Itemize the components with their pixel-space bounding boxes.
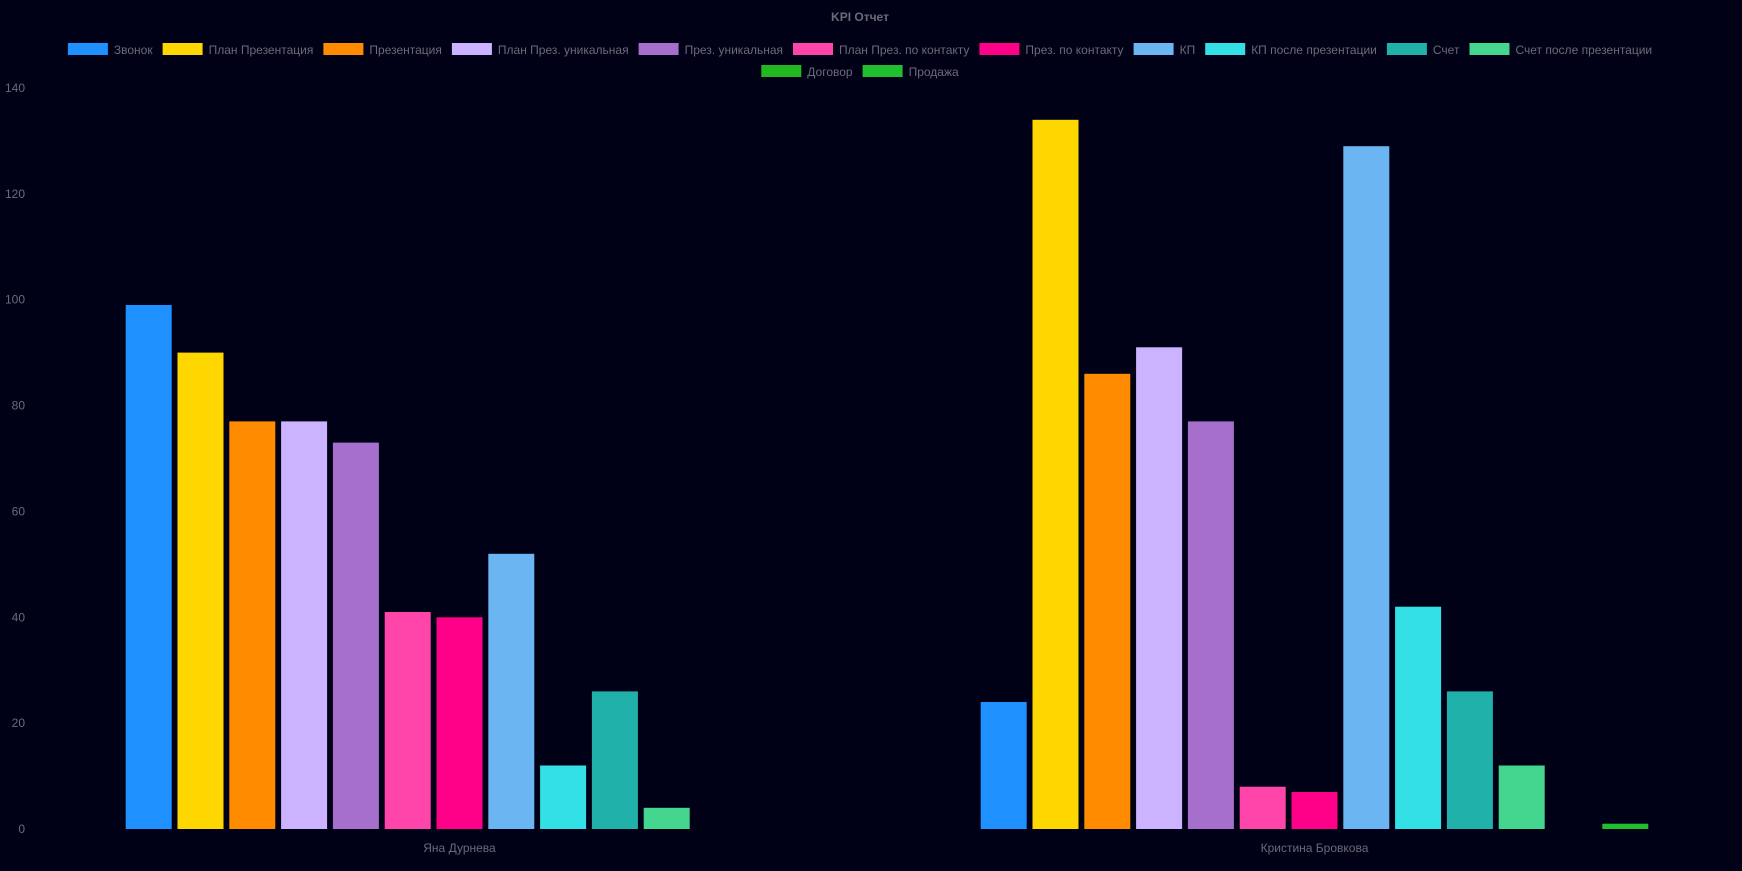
bar[interactable] [1343,146,1390,829]
x-category-label: Кристина Бровкова [1261,841,1369,855]
legend-label: През. по контакту [1025,43,1123,57]
bar[interactable] [540,765,587,830]
bar[interactable] [332,442,379,829]
bars [125,119,1649,830]
bar[interactable] [1084,373,1131,829]
legend-label: Звонок [114,43,153,57]
legend-swatch [323,43,364,55]
legend-item[interactable]: Счет [1386,43,1460,57]
legend-item[interactable]: План През. по контакту [793,43,969,57]
legend-swatch [1469,43,1510,55]
y-tick-label: 80 [12,399,26,413]
legend-item[interactable]: Презентация [323,43,442,57]
x-category-label: Яна Дурнева [423,841,496,855]
legend-swatch [1133,43,1174,55]
legend-swatch [67,43,108,55]
legend-item[interactable]: Договор [761,65,853,79]
legend-swatch [793,43,833,55]
bar[interactable] [436,617,483,829]
legend-item[interactable]: Счет после презентации [1469,43,1653,57]
y-tick-label: 120 [5,187,25,201]
legend-label: План Презентация [209,43,314,57]
y-tick-label: 40 [12,610,26,624]
legend-label: КП [1180,43,1196,57]
y-tick-label: 100 [5,293,25,307]
legend-label: Счет [1433,43,1460,57]
legend-item[interactable]: През. уникальная [638,43,783,57]
bar[interactable] [281,421,328,829]
legend-swatch [979,43,1020,55]
bar[interactable] [591,691,638,829]
legend-label: Договор [807,65,853,79]
legend-swatch [1205,43,1246,55]
legend-swatch [638,43,679,55]
bar[interactable] [1136,347,1183,829]
legend-swatch [862,65,903,77]
legend-label: КП после презентации [1251,43,1377,57]
bar[interactable] [125,305,172,829]
legend-item[interactable]: КП [1133,43,1196,57]
bar[interactable] [1602,823,1649,829]
legend-swatch [1386,43,1427,55]
legend-item[interactable]: Звонок [67,43,153,57]
x-axis: Яна Дурнева Кристина Бровкова [423,841,1368,855]
legend-item[interactable]: План Презентация [162,43,314,57]
legend-swatch [162,43,203,55]
bar[interactable] [177,352,224,829]
y-tick-label: 140 [5,81,25,95]
y-tick-label: 20 [12,716,26,730]
legend-label: През. уникальная [685,43,783,57]
legend-item[interactable]: КП после презентации [1205,43,1377,57]
bar[interactable] [488,553,535,829]
bar[interactable] [1395,606,1442,829]
legend-label: План През. уникальная [498,43,629,57]
bar[interactable] [1032,119,1079,830]
legend: Звонок План Презентация Презентация План Пр… [67,43,1653,79]
legend-label: Счет после презентации [1516,43,1653,57]
bar[interactable] [1498,765,1545,830]
legend-item[interactable]: През. по контакту [979,43,1124,57]
bar[interactable] [229,421,276,829]
bar[interactable] [1239,786,1286,829]
bar[interactable] [643,807,690,829]
legend-label: План През. по контакту [839,43,969,57]
bar[interactable] [1446,691,1493,829]
legend-label: Презентация [369,43,442,57]
chart-title: KPI Отчет [831,10,889,24]
y-tick-label: 0 [18,822,25,836]
legend-item[interactable]: Продажа [862,65,959,79]
bar[interactable] [1187,421,1234,829]
bar[interactable] [980,702,1027,829]
legend-swatch [451,43,492,55]
legend-item[interactable]: План През. уникальная [451,43,629,57]
legend-label: Продажа [909,65,959,79]
y-axis: 0 20 40 60 80 100 120 140 [5,81,25,836]
legend-swatch [761,65,802,77]
y-tick-label: 60 [12,504,26,518]
bar[interactable] [384,612,431,829]
bar[interactable] [1291,792,1338,829]
